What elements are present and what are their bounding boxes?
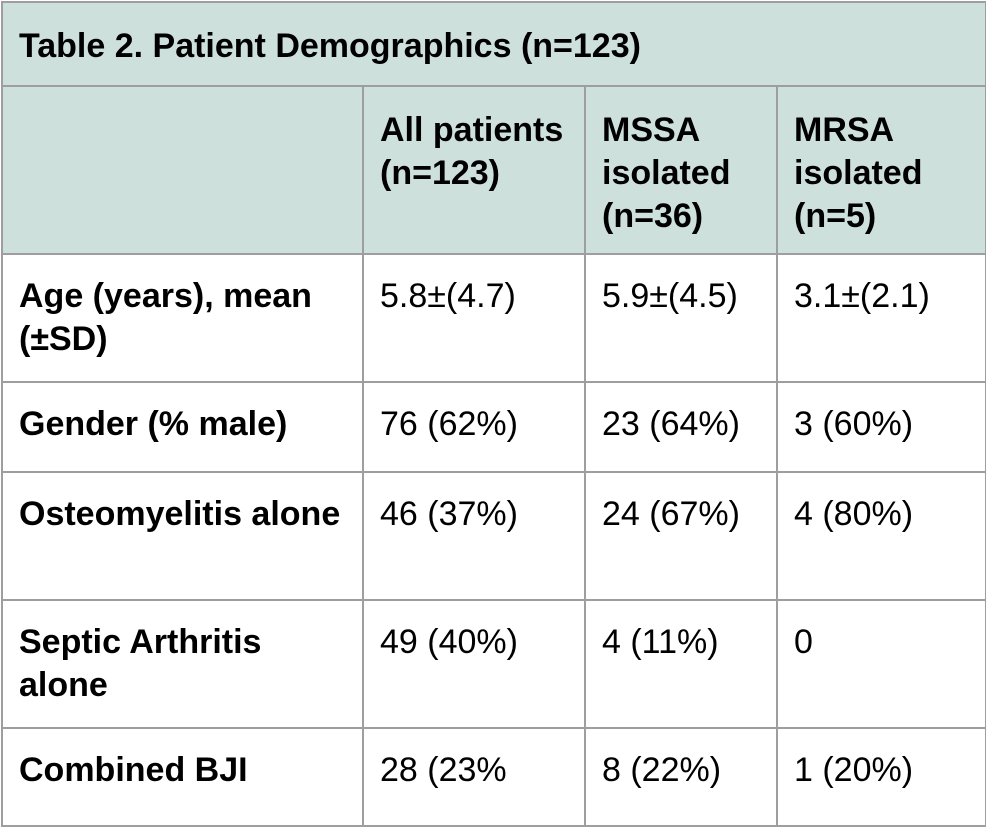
row-label: Age (years), mean (±SD) [1,253,364,383]
table-header-row: All patients (n=123) MSSA isolated (n=36… [1,85,986,255]
table-cell: 49 (40%) [362,599,586,729]
table-cell: 3 (60%) [775,381,986,473]
table-cell: 4 (80%) [775,471,986,601]
table-cell: 76 (62%) [362,381,586,473]
header-cell-mssa: MSSA isolated (n=36) [584,85,778,255]
table-cell: 1 (20%) [775,727,986,827]
table-cell: 24 (67%) [584,471,778,601]
header-cell-all-patients: All patients (n=123) [362,85,586,255]
table-cell: 5.9±(4.5) [584,253,778,383]
table-row: Septic Arthritis alone 49 (40%) 4 (11%) … [1,599,986,729]
header-cell-mrsa: MRSA isolated (n=5) [775,85,986,255]
table-cell: 3.1±(2.1) [775,253,986,383]
table-row: Combined BJI 28 (23% 8 (22%) 1 (20%) [1,727,986,827]
table-row: Osteomyelitis alone 46 (37%) 24 (67%) 4 … [1,471,986,601]
table-title-row: Table 2. Patient Demographics (n=123) [0,1,986,87]
row-label: Gender (% male) [1,381,364,473]
table-cell: 4 (11%) [584,599,778,729]
row-label: Combined BJI [1,727,364,827]
header-cell-empty [1,85,364,255]
table-cell: 46 (37%) [362,471,586,601]
table-title: Table 2. Patient Demographics (n=123) [0,1,986,87]
table-cell: 23 (64%) [584,381,778,473]
table-cell: 0 [775,599,986,729]
table-row: Age (years), mean (±SD) 5.8±(4.7) 5.9±(4… [1,253,986,383]
row-label: Septic Arthritis alone [1,599,364,729]
table-row: Gender (% male) 76 (62%) 23 (64%) 3 (60%… [1,381,986,473]
table-cell: 5.8±(4.7) [362,253,586,383]
table-cell: 8 (22%) [584,727,778,827]
row-label: Osteomyelitis alone [1,471,364,601]
table-cell: 28 (23% [362,727,586,827]
